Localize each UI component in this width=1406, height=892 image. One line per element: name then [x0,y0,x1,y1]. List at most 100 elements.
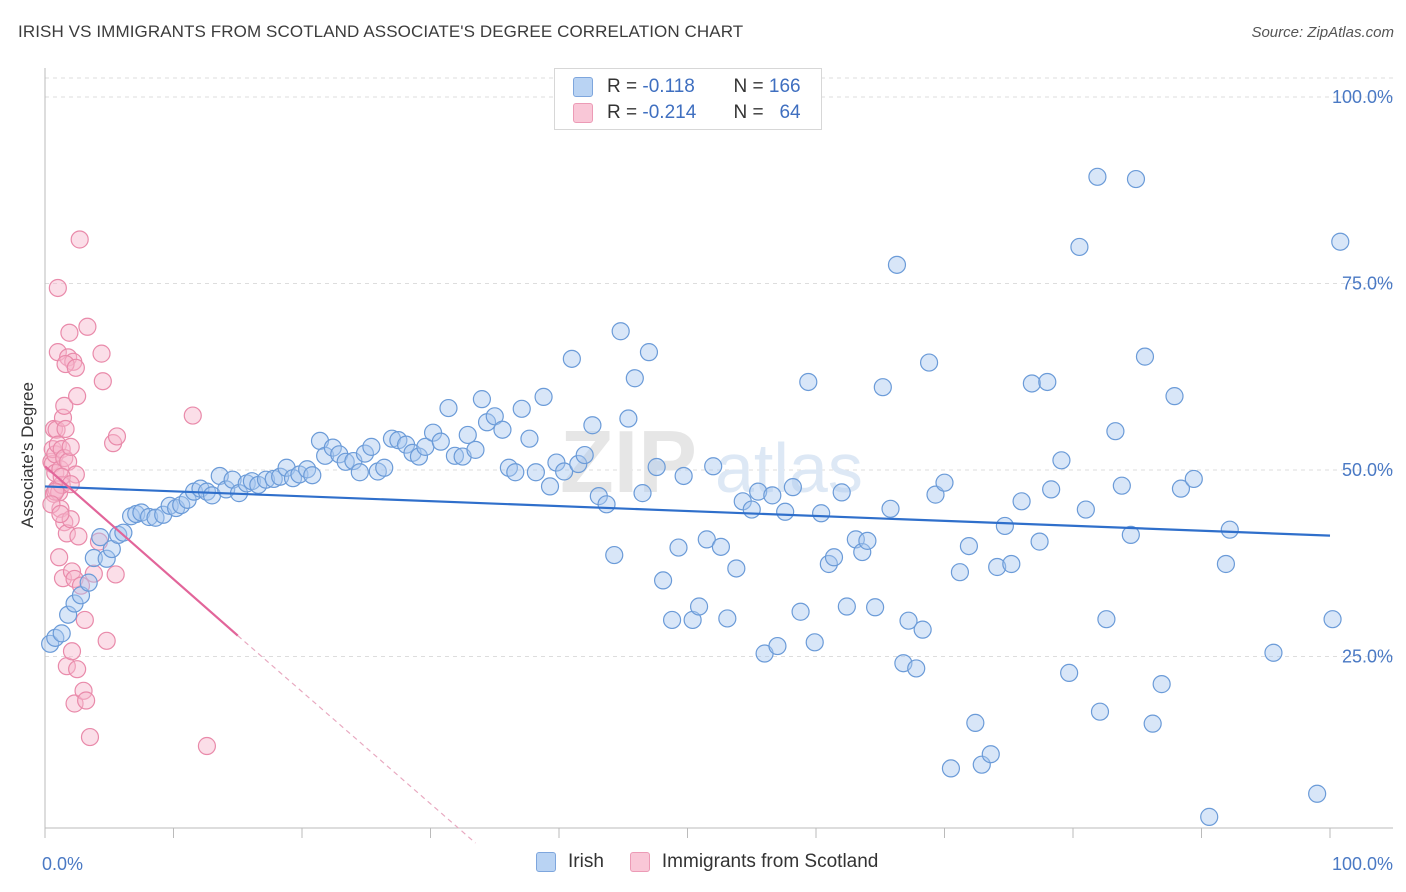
r-label: R = [607,102,638,123]
irish-point [950,563,970,582]
irish-point [1097,610,1116,629]
irish-point [139,507,159,527]
watermark: ZIP [560,412,697,511]
scotland-point [80,727,100,747]
irish-point [298,460,317,479]
legend-row-scotland: R = -0.214 N = 64 [573,101,801,125]
scotland-point [50,548,69,567]
irish-point [520,429,539,448]
scotland-point [106,565,125,584]
scotland-point [56,419,75,439]
legend-item-scotland: Immigrants from Scotland [629,851,879,873]
irish-point [1076,500,1095,519]
scotland-point [56,354,75,374]
irish-point [625,369,644,388]
scotland-point [68,660,87,679]
irish-point [540,477,560,496]
irish-point [1112,476,1131,495]
irish-point [853,542,872,562]
scotland-point [197,736,217,756]
irish-point [431,432,450,451]
irish-point [472,390,491,409]
irish-point [303,466,322,485]
irish-point [350,463,369,482]
scotland-point [57,524,76,543]
irish-point [866,598,885,617]
irish-point [669,538,688,557]
n-value: 64 [779,102,801,123]
irish-point [79,573,98,592]
irish-point [837,597,856,616]
irish-point [653,571,673,590]
scotland-point [70,230,89,249]
irish-point [1012,492,1031,511]
scotland-point [61,437,80,456]
irish-point [605,545,624,565]
grid-lines [45,77,1393,657]
scotland-point [48,278,67,298]
irish-point [1052,451,1071,470]
irish-point [91,528,110,547]
series-immigrants-from-scotland [42,230,217,756]
r-label: R = [607,76,638,97]
irish-point [768,636,787,656]
irish-point [959,536,979,556]
legend-label: Irish [568,851,604,872]
x-tick-label: 0.0% [42,854,83,874]
irish-point [1152,675,1171,694]
y-tick-label: 25.0% [1342,647,1393,667]
irish-point [1331,232,1350,251]
irish-point [858,531,877,550]
irish-point [1216,554,1236,574]
irish-point [97,549,116,568]
scotland-point [78,317,97,336]
y-tick-label: 75.0% [1342,274,1393,294]
chart-title: IRISH VS IMMIGRANTS FROM SCOTLAND ASSOCI… [18,22,744,41]
irish-point [674,466,693,486]
irish-point [966,713,985,732]
x-tick-label: 100.0% [1332,854,1393,874]
scotland-point [107,427,127,446]
irish-point [1030,532,1049,551]
irish-point [562,349,581,368]
irish-point [1184,469,1203,489]
irish-point [575,445,594,465]
scotland-swatch [573,103,593,123]
irish-swatch [536,852,556,872]
irish-point [887,255,907,274]
legend-label: Immigrants from Scotland [661,851,879,872]
irish-point [913,620,932,639]
irish-point [1090,702,1110,721]
irish-point [881,499,900,518]
r-value: -0.118 [642,76,695,97]
scotland-swatch [629,852,650,872]
scotland-point [65,694,84,713]
scotland-trend-line [44,465,239,637]
irish-point [439,398,458,418]
irish-point [1220,520,1239,539]
irish-point [1165,387,1184,406]
scotland-point [92,344,111,363]
stats-legend: R = -0.118 N = 166 R = -0.214 N = 64 [554,68,822,130]
irish-point [375,458,394,477]
irish-point [1200,807,1219,826]
scotland-point [66,358,85,377]
irish-point [362,437,381,456]
irish-point [1038,372,1057,392]
trend-lines [44,465,1331,844]
irish-point [466,440,485,459]
series-legend: Irish Immigrants from Scotland [536,851,904,873]
irish-point [1022,374,1041,393]
n-value: 166 [768,76,801,97]
irish-point [647,457,666,477]
irish-point [727,559,746,578]
irish-point [873,378,892,397]
irish-point [805,633,824,652]
irish-point [84,548,103,568]
irish-point [256,470,276,489]
scotland-point [84,564,103,583]
irish-point [749,482,768,501]
irish-point [526,463,545,482]
irish-point [662,610,682,630]
irish-point [41,634,60,653]
